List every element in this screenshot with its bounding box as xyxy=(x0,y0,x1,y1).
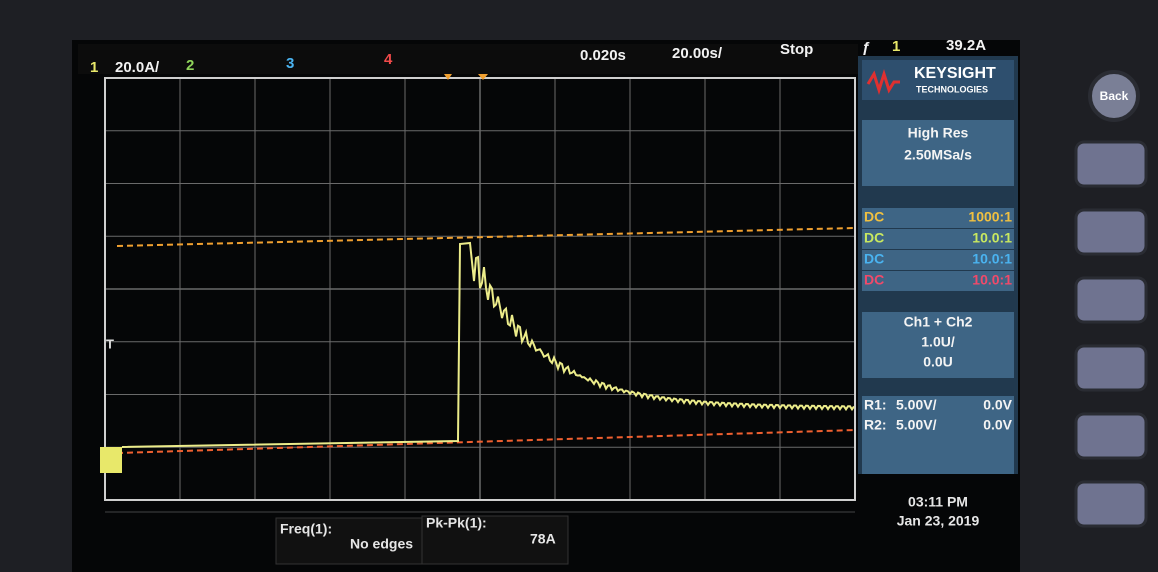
softkey[interactable] xyxy=(1074,140,1148,188)
back-button[interactable] xyxy=(1088,70,1140,122)
threshold-upper xyxy=(116,227,856,247)
math-box xyxy=(862,312,1014,378)
ch2-label: 2 xyxy=(186,57,194,74)
clock-date: Jan 23, 2019 xyxy=(897,513,980,529)
measure-label: Freq(1): xyxy=(280,521,332,537)
brand-logo xyxy=(866,68,900,96)
top-bar xyxy=(78,44,858,74)
measure-label: Pk-Pk(1): xyxy=(426,515,487,531)
waveform xyxy=(121,241,855,448)
channel-row xyxy=(862,250,1014,270)
softkeys xyxy=(1074,140,1148,528)
back-label[interactable]: Back xyxy=(1100,89,1129,103)
math-offset: 0.0U xyxy=(923,354,953,370)
measure-pkpk xyxy=(421,515,569,565)
trigger-marker: T xyxy=(106,336,114,351)
math-title: Ch1 + Ch2 xyxy=(904,314,973,330)
acq-mode: High Res xyxy=(908,125,969,141)
channel-probe: 10.0:1 xyxy=(972,230,1012,246)
time-reference-markers xyxy=(444,74,488,80)
threshold-lower xyxy=(116,429,856,454)
ref-name: R1: xyxy=(864,397,887,413)
plot-frame xyxy=(104,77,856,501)
time-delay: 0.020s xyxy=(580,47,626,64)
softkey[interactable] xyxy=(1074,208,1148,256)
measure-value: No edges xyxy=(350,536,413,552)
trigger-icon: ƒ xyxy=(862,39,870,56)
channel-row xyxy=(862,271,1014,291)
channel-probe: 10.0:1 xyxy=(972,272,1012,288)
softkey[interactable] xyxy=(1074,480,1148,528)
acquisition-box xyxy=(862,120,1014,186)
ch1-label: 1 xyxy=(90,59,98,76)
channel-coupling: DC xyxy=(864,230,884,246)
trigger-level: 39.2A xyxy=(946,37,986,54)
reference-box xyxy=(862,396,1014,474)
clock-time: 03:11 PM xyxy=(908,494,968,510)
ch4-label: 4 xyxy=(384,51,393,68)
softkey[interactable] xyxy=(1074,412,1148,460)
channel-probe: 1000:1 xyxy=(968,209,1012,225)
ch1-ground-marker xyxy=(100,447,122,473)
channel-row xyxy=(862,229,1014,249)
channel-coupling: DC xyxy=(864,209,884,225)
channel-coupling: DC xyxy=(864,272,884,288)
ref-offset: 0.0V xyxy=(983,417,1012,433)
sample-rate: 2.50MSa/s xyxy=(904,147,972,163)
math-scale: 1.0U/ xyxy=(921,334,955,350)
ref-scale: 5.00V/ xyxy=(896,417,937,433)
brand: KEYSIGHT xyxy=(914,65,996,82)
measure-value: 78A xyxy=(530,531,556,547)
time-scale: 20.00s/ xyxy=(672,45,723,62)
run-state: Stop xyxy=(780,41,813,58)
ref-scale: 5.00V/ xyxy=(896,397,937,413)
softkey[interactable] xyxy=(1074,276,1148,324)
measure-freq xyxy=(275,517,423,565)
channel-probe: 10.0:1 xyxy=(972,251,1012,267)
ch1-scale: 20.0A/ xyxy=(115,59,160,76)
channel-coupling: DC xyxy=(864,251,884,267)
ref-offset: 0.0V xyxy=(983,397,1012,413)
softkey[interactable] xyxy=(1074,344,1148,392)
brand-sub: TECHNOLOGIES xyxy=(916,84,988,94)
ref-name: R2: xyxy=(864,417,887,433)
reference-list: R1: 5.00V/0.0V R2: 5.00V/0.0V xyxy=(862,396,1014,474)
channel-list: DC 1000:1 DC 10.0:1 DC 10.0:1 DC 10.0:1 xyxy=(862,208,1014,291)
trigger-source: 1 xyxy=(892,38,900,55)
channel-row xyxy=(862,208,1014,228)
ch3-label: 3 xyxy=(286,55,294,72)
